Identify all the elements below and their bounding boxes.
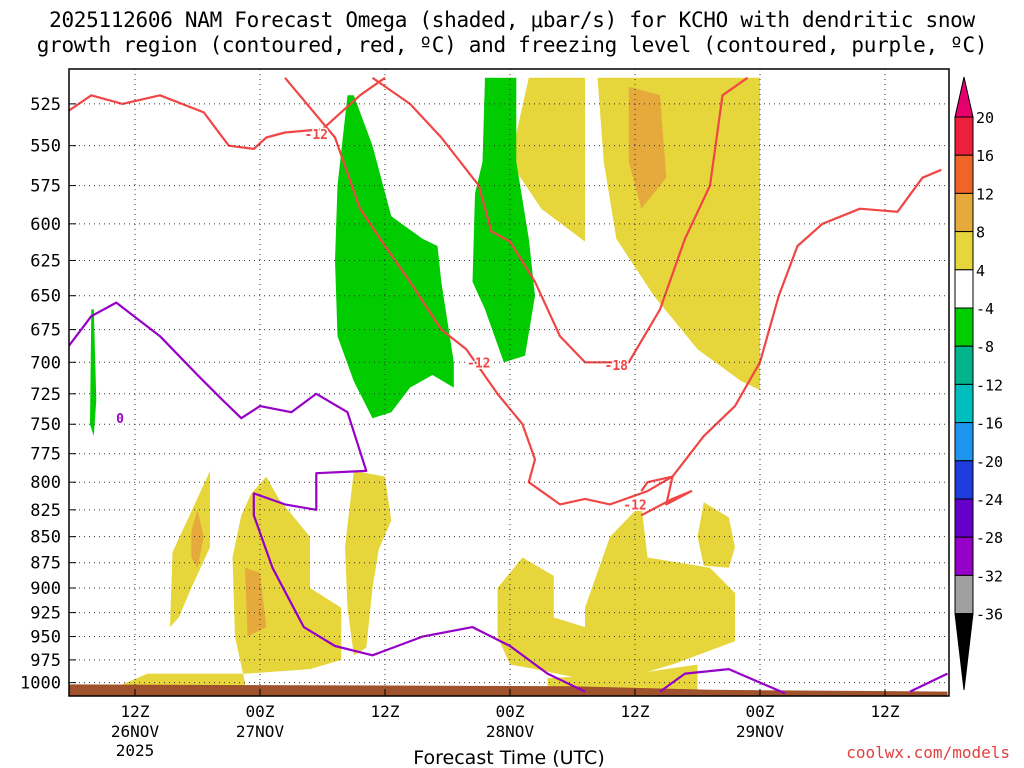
y-tick-label-5: 650	[30, 287, 61, 307]
colorbar-segment-1	[954, 154, 974, 194]
y-tick-label-1: 550	[30, 137, 61, 157]
colorbar-label-1: 16	[976, 147, 994, 165]
dgz-contour-middle	[284, 77, 942, 506]
colorbar-segment-10	[954, 498, 974, 538]
contour-label-3: -12	[623, 498, 646, 513]
y-tick-label-2: 575	[30, 177, 61, 197]
colorbar-segment-11	[954, 536, 974, 576]
colorbar-segment-12	[954, 574, 974, 615]
colorbar-label-10: -24	[976, 491, 1003, 509]
colorbar-label-3: 8	[976, 224, 985, 242]
colorbar-label-9: -20	[976, 453, 1003, 471]
colorbar-segment-3	[954, 231, 974, 271]
x-tick-label-4: 12Z	[621, 702, 650, 721]
x-axis-label: Forecast Time (UTC)	[413, 747, 604, 768]
contour-label-4: 0	[116, 412, 124, 427]
colorbar-top-arrow	[954, 76, 974, 118]
x-tick-label-5: 00Z	[746, 702, 775, 721]
omega-area-midcolumn	[345, 470, 392, 656]
y-tick-label-15: 900	[30, 579, 61, 599]
colorbar-label-11: -28	[976, 529, 1003, 547]
colorbar-label-12: -32	[976, 567, 1003, 585]
colorbar-label-6: -8	[976, 338, 994, 356]
colorbar-segment-0	[954, 116, 974, 156]
y-tick-label-0: 525	[30, 95, 61, 115]
colorbar-segment-5	[954, 307, 974, 347]
omega-area-lowlevel	[547, 664, 698, 692]
freezing-contour-main	[69, 301, 586, 693]
x-tick-label-1: 00Z	[246, 702, 275, 721]
omega-negative-area-left	[335, 95, 454, 419]
credit-text: coolwx.com/models	[846, 743, 1010, 762]
colorbar-segment-2	[954, 192, 974, 233]
x-tick-label-6: 12Z	[871, 702, 900, 721]
omega-negative-area-right	[472, 77, 535, 363]
x-tick-label-2: 12Z	[371, 702, 400, 721]
y-tick-label-3: 600	[30, 215, 61, 235]
x-tick-date-5: 29NOV	[736, 722, 785, 741]
colorbar-label-8: -16	[976, 415, 1003, 433]
y-tick-label-7: 700	[30, 353, 61, 373]
freezing-contour-right	[909, 672, 948, 693]
y-tick-label-19: 1000	[20, 674, 61, 694]
omega-area-upper-left	[510, 77, 585, 242]
y-tick-label-12: 825	[30, 501, 61, 521]
omega-area-day3	[497, 504, 735, 679]
ground-fill	[69, 684, 948, 696]
chart-title-line-2: growth region (contoured, red, ºC) and f…	[36, 33, 988, 57]
y-tick-label-17: 950	[30, 628, 61, 648]
x-tick-label-0: 12Z	[121, 702, 150, 721]
colorbar-label-5: -4	[976, 300, 994, 318]
y-tick-label-16: 925	[30, 604, 61, 624]
colorbar-label-4: 4	[976, 262, 985, 280]
colorbar-label-0: 20	[976, 109, 994, 127]
y-tick-label-8: 725	[30, 385, 61, 405]
y-tick-label-9: 750	[30, 415, 61, 435]
colorbar-label-7: -12	[976, 376, 1003, 394]
x-tick-date-3: 28NOV	[486, 722, 535, 741]
colorbar-bottom-arrow	[954, 613, 974, 691]
x-tick-date-0: 26NOV	[111, 722, 160, 741]
contour-label-0: -12	[305, 128, 328, 143]
chart-title-line-1: 2025112606 NAM Forecast Omega (shaded, μ…	[49, 8, 975, 32]
colorbar-segment-8	[954, 422, 974, 462]
y-tick-label-14: 875	[30, 554, 61, 574]
x-tick-date-1: 27NOV	[236, 722, 285, 741]
plot-frame	[68, 68, 950, 697]
y-tick-label-10: 775	[30, 445, 61, 465]
omega-area-day3-top	[697, 502, 735, 568]
colorbar-segment-6	[954, 345, 974, 385]
y-tick-label-11: 800	[30, 473, 61, 493]
grid	[69, 69, 949, 696]
omega-core-day1	[245, 567, 267, 637]
y-tick-label-6: 675	[30, 321, 61, 341]
omega-area-day1	[110, 476, 342, 690]
omega-core-upper	[628, 86, 667, 209]
contour-label-1: -12	[467, 356, 490, 371]
colorbar-segment-7	[954, 383, 974, 424]
contour-label-2: -18	[605, 359, 629, 374]
y-tick-label-13: 850	[30, 528, 61, 548]
freezing-contour-low	[659, 667, 786, 695]
dgz-contour-lower	[640, 475, 693, 517]
omega-core-early	[191, 509, 204, 568]
omega-negative-area-edge	[90, 309, 97, 437]
x-tick-year-0: 2025	[116, 741, 155, 760]
x-tick-label-3: 00Z	[496, 702, 525, 721]
y-tick-label-4: 625	[30, 251, 61, 271]
dgz-contour-upper	[371, 76, 749, 364]
colorbar-label-13: -36	[976, 606, 1003, 624]
y-tick-label-18: 975	[30, 651, 61, 671]
colorbar-label-2: 12	[976, 185, 994, 203]
dgz-contour-top	[69, 76, 386, 150]
colorbar-segment-4	[954, 269, 974, 309]
plot-shapes	[69, 76, 948, 696]
colorbar-segment-9	[954, 460, 974, 500]
